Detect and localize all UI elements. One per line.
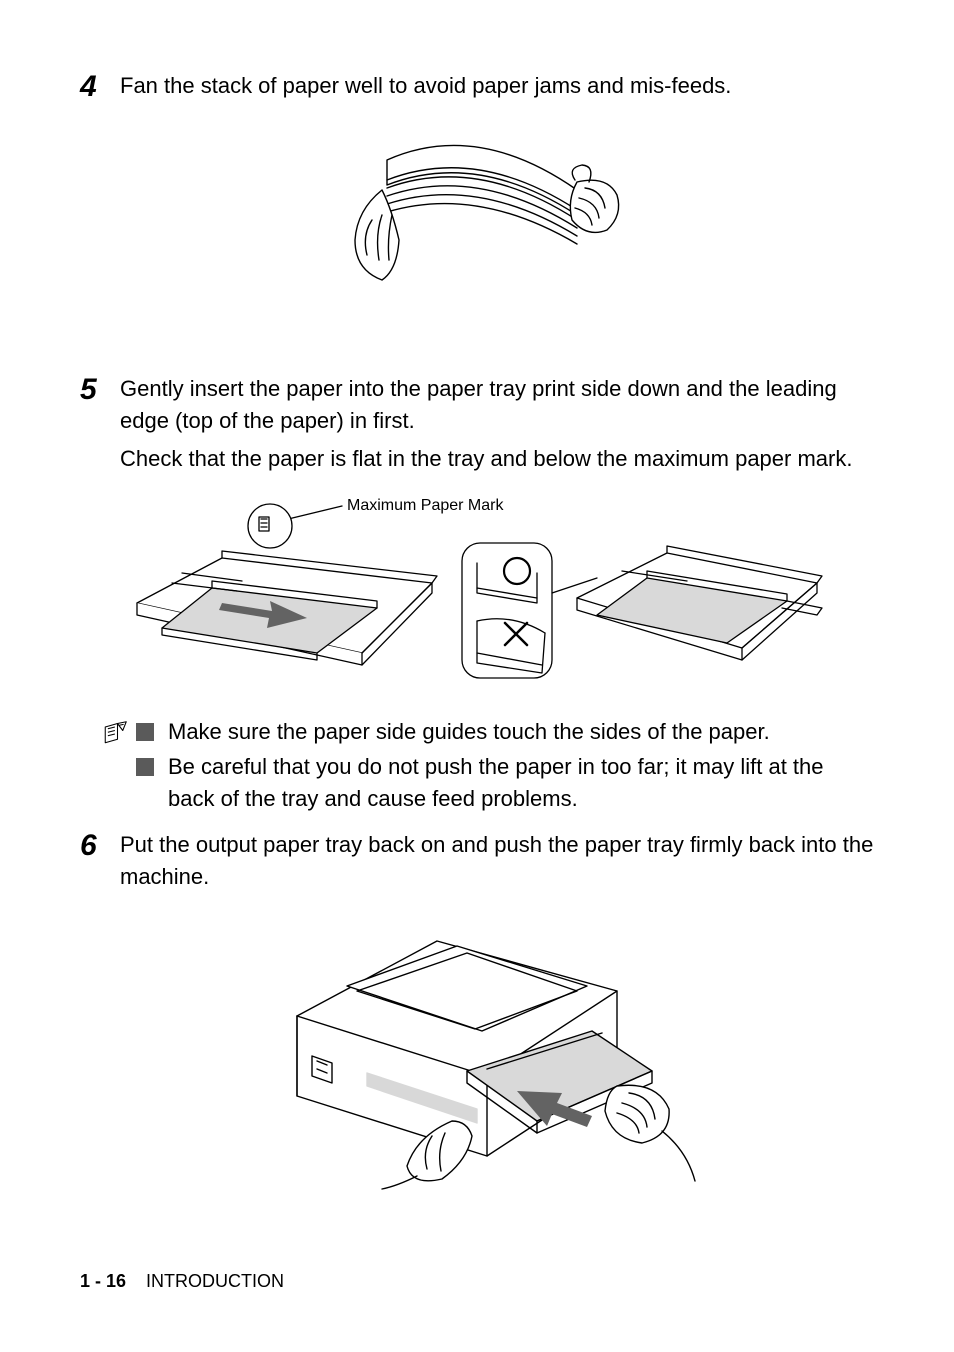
note-bullet-icon — [136, 723, 154, 741]
note-block: Make sure the paper side guides touch th… — [100, 716, 874, 820]
illustration-printer — [80, 911, 874, 1196]
step-5-text-1: Gently insert the paper into the paper t… — [120, 373, 874, 437]
step-4-body: Fan the stack of paper well to avoid pap… — [120, 70, 874, 108]
step-5-text-2: Check that the paper is flat in the tray… — [120, 443, 874, 475]
note-1-text: Make sure the paper side guides touch th… — [168, 716, 874, 748]
step-6-text: Put the output paper tray back on and pu… — [120, 829, 874, 893]
note-2-text: Be careful that you do not push the pape… — [168, 751, 874, 815]
note-icon — [100, 720, 128, 748]
footer-page-number: 1 - 16 — [80, 1271, 126, 1291]
note-item-1: Make sure the paper side guides touch th… — [136, 716, 874, 748]
step-4-number: 4 — [80, 70, 120, 103]
illustration-paper-tray: Maximum Paper Mark — [80, 493, 874, 698]
step-6-number: 6 — [80, 829, 120, 862]
callout-max-mark: Maximum Paper Mark — [347, 497, 503, 515]
note-item-2: Be careful that you do not push the pape… — [136, 751, 874, 815]
step-5-body: Gently insert the paper into the paper t… — [120, 373, 874, 481]
step-4-text: Fan the stack of paper well to avoid pap… — [120, 70, 874, 102]
page-footer: 1 - 16 INTRODUCTION — [80, 1271, 284, 1292]
illustration-fan-paper — [80, 120, 874, 355]
step-4: 4 Fan the stack of paper well to avoid p… — [80, 70, 874, 108]
page: 4 Fan the stack of paper well to avoid p… — [0, 0, 954, 1352]
printer-svg — [257, 911, 697, 1191]
footer-section: INTRODUCTION — [146, 1271, 284, 1291]
paper-tray-svg — [127, 493, 827, 693]
step-6-body: Put the output paper tray back on and pu… — [120, 829, 874, 899]
step-6: 6 Put the output paper tray back on and … — [80, 829, 874, 899]
note-bullet-icon — [136, 758, 154, 776]
step-5: 5 Gently insert the paper into the paper… — [80, 373, 874, 481]
note-list: Make sure the paper side guides touch th… — [136, 716, 874, 820]
fan-paper-svg — [327, 120, 627, 350]
step-5-number: 5 — [80, 373, 120, 406]
